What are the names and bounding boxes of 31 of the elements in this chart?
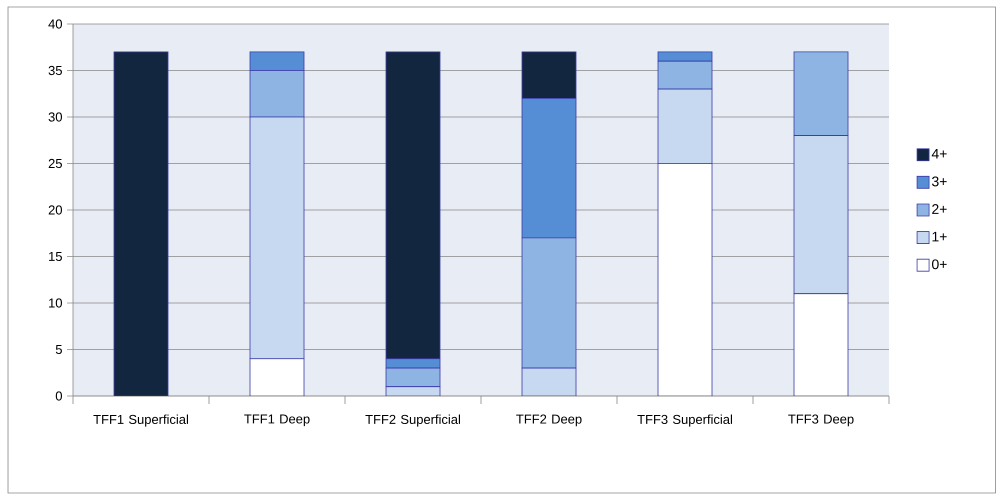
- bar: [386, 51, 440, 360]
- bar: [250, 116, 304, 360]
- x-tick-label: TFF1 Deep: [244, 414, 310, 426]
- y-tick-label: 30: [48, 112, 62, 122]
- bar: [522, 51, 576, 99]
- bar: [522, 368, 576, 396]
- bar: [386, 386, 440, 396]
- bar: [794, 293, 848, 396]
- legend-label: 3+: [932, 176, 947, 186]
- y-tick-label: 40: [48, 19, 62, 29]
- x-tick-label: TFF2 Superficial: [365, 414, 460, 427]
- bar: [114, 51, 168, 396]
- bar: [794, 135, 848, 294]
- legend-label: 1+: [932, 232, 947, 242]
- bar: [658, 88, 712, 164]
- y-tick-label: 15: [49, 252, 62, 261]
- y-tick-label: 20: [48, 205, 62, 215]
- y-tick-label: 0: [56, 391, 62, 401]
- y-tick-label: 35: [48, 66, 62, 76]
- legend-label: 0+: [932, 259, 947, 270]
- legend-label: 2+: [932, 204, 947, 214]
- y-tick-label: 5: [56, 344, 62, 354]
- x-tick-label: TFF2 Deep: [516, 414, 582, 426]
- bar: [658, 163, 712, 396]
- legend-label: 4+: [932, 148, 947, 159]
- bar: [250, 358, 304, 396]
- y-tick-label: 25: [48, 158, 62, 168]
- x-tick-label: TFF3 Superficial: [637, 414, 732, 427]
- y-tick-label: 10: [49, 298, 62, 308]
- x-tick-label: TFF3 Deep: [788, 414, 854, 426]
- x-tick-label: TFF1 Superficial: [93, 414, 188, 427]
